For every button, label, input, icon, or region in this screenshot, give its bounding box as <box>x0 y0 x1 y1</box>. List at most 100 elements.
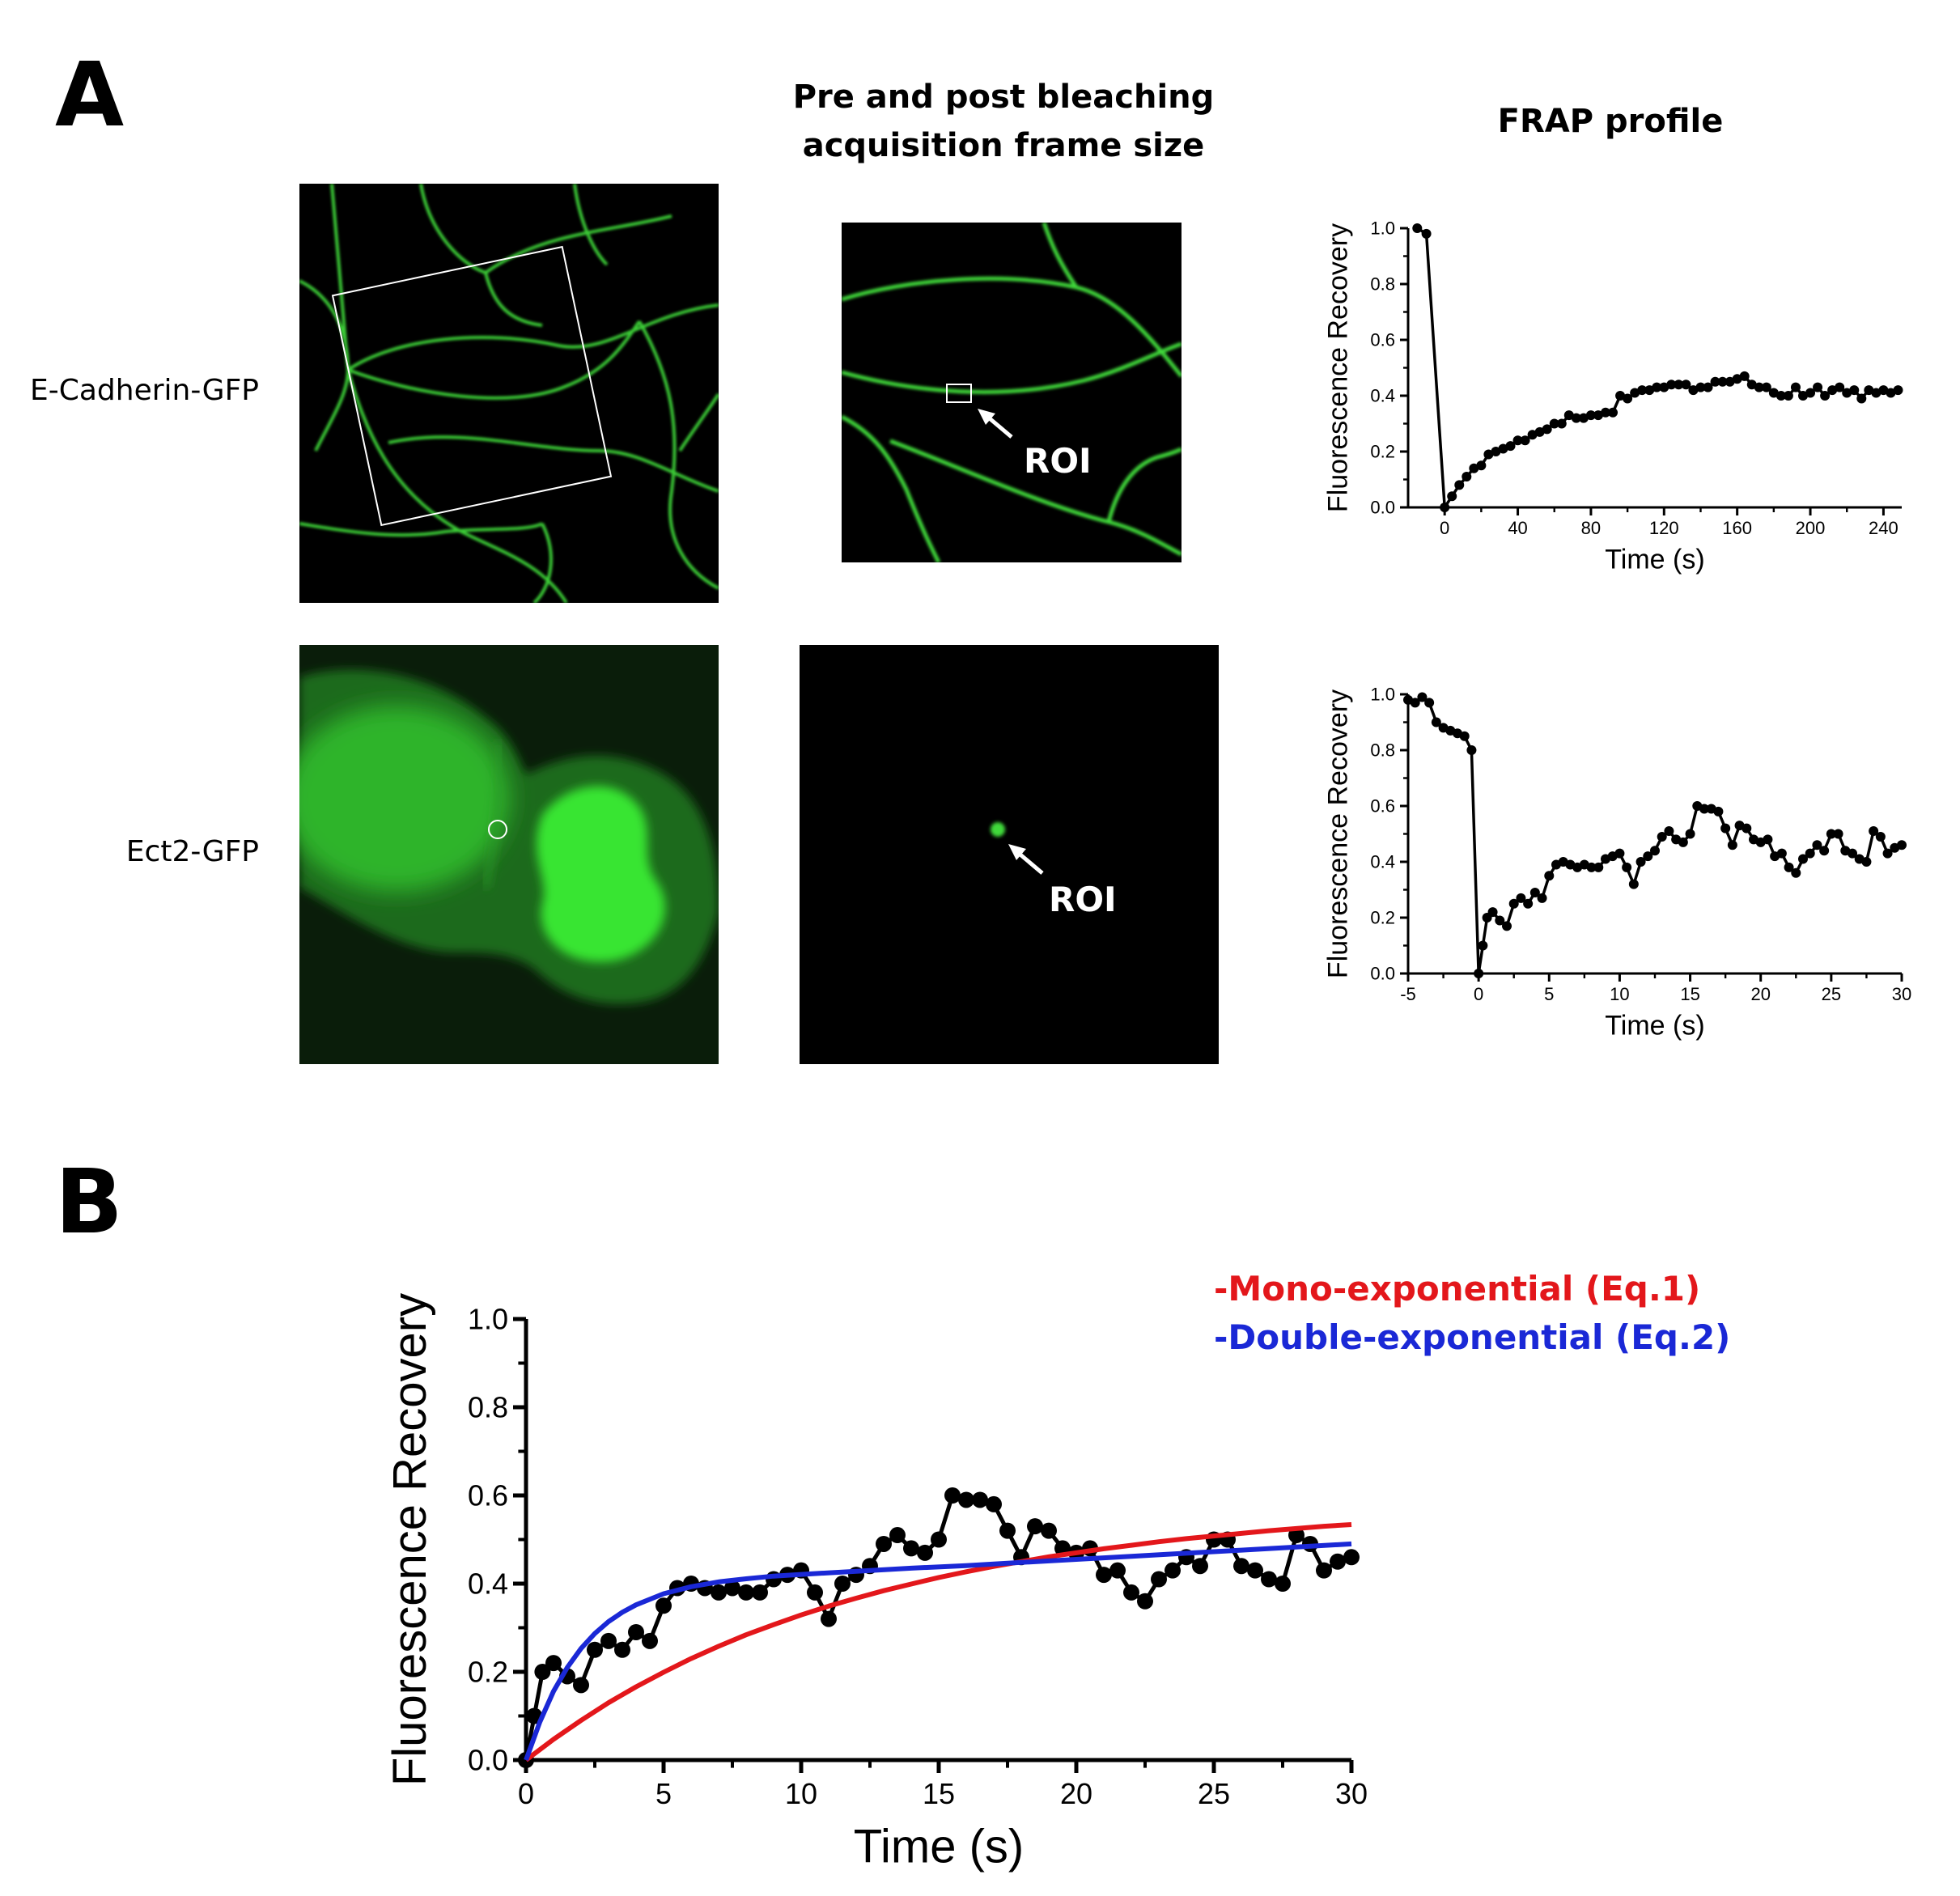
data-point <box>587 1641 603 1658</box>
data-point <box>1674 380 1684 390</box>
data-point <box>1516 893 1526 903</box>
data-point <box>1842 388 1852 398</box>
data-point <box>889 1527 906 1544</box>
data-point <box>1586 862 1597 872</box>
data-point <box>1897 840 1907 850</box>
data-point <box>1805 388 1816 398</box>
data-point <box>573 1677 589 1694</box>
y-tick-label: 1.0 <box>1370 685 1395 705</box>
data-point <box>1478 940 1488 951</box>
legend-double-exponential: -Double-exponential (Eq.2) <box>1214 1317 1731 1357</box>
data-point <box>1447 491 1457 502</box>
x-tick-label: 30 <box>1892 984 1911 1004</box>
data-point <box>1466 745 1477 755</box>
x-tick-label: 15 <box>923 1777 955 1810</box>
x-tick-label: 10 <box>785 1777 817 1810</box>
data-point <box>1813 382 1823 392</box>
data-point <box>1826 829 1836 839</box>
data-point <box>1623 393 1633 404</box>
y-tick-label: 0.2 <box>1370 442 1395 462</box>
data-point <box>1096 1567 1112 1584</box>
data-point <box>1871 388 1882 398</box>
x-tick-label: 5 <box>655 1777 672 1810</box>
roi-label-top: ROI <box>1024 441 1092 481</box>
data-point <box>1695 382 1706 392</box>
data-point <box>1659 382 1669 392</box>
data-point <box>1827 385 1838 396</box>
data-point <box>1790 382 1801 392</box>
x-tick-label: 80 <box>1581 518 1601 538</box>
data-point <box>1644 385 1655 396</box>
data-point <box>1165 1562 1181 1579</box>
frap-chart-ecadherin: 0.0 0.2 0.4 0.6 0.8 1.0 0 40 80 120 160 200 240 Time … <box>1323 218 1903 575</box>
data-point <box>1882 848 1893 859</box>
ect2-frame-image: ROI <box>800 645 1219 1064</box>
y-tick-label: 0.4 <box>1370 852 1395 872</box>
panel-a-letter: A <box>55 43 125 146</box>
data-point <box>1732 374 1742 384</box>
data-point <box>1544 871 1555 881</box>
data-point <box>1819 846 1830 856</box>
data-point <box>931 1531 947 1548</box>
panel-b-letter: B <box>55 1150 123 1253</box>
y-axis-label: Fluorescence Recovery <box>1323 689 1354 978</box>
data-point <box>1491 447 1501 456</box>
data-point <box>1869 826 1879 837</box>
data-point <box>1761 382 1771 392</box>
data-point <box>1886 388 1896 398</box>
data-point <box>1487 907 1498 918</box>
x-tick-label: 120 <box>1649 518 1679 538</box>
data-point <box>1783 391 1793 401</box>
data-point <box>1529 887 1540 897</box>
data-point <box>1650 846 1660 856</box>
data-point <box>1578 413 1589 423</box>
x-axis-label: Time (s) <box>854 1820 1024 1873</box>
data-point <box>1483 449 1494 460</box>
frame-size-title-line2: acquisition frame size <box>802 127 1205 164</box>
y-axis-label: Fluorescence Recovery <box>1323 223 1354 512</box>
data-point <box>1474 969 1484 978</box>
data-point <box>1856 393 1867 404</box>
data-point <box>1247 1562 1263 1579</box>
data-point <box>1498 443 1508 454</box>
data-point <box>1763 834 1773 845</box>
data-point <box>655 1597 672 1614</box>
data-point <box>1275 1576 1291 1592</box>
data-point <box>1720 823 1731 833</box>
data-point <box>1151 1571 1167 1588</box>
data-point <box>1192 1558 1208 1575</box>
x-tick-label: 30 <box>1335 1777 1368 1810</box>
data-point <box>1727 840 1737 850</box>
data-point <box>1508 898 1519 909</box>
data-point <box>738 1584 754 1601</box>
data-point <box>1462 472 1472 482</box>
data-point <box>1637 385 1648 396</box>
data-point <box>1585 410 1596 421</box>
x-tick-label: 0 <box>1474 984 1483 1004</box>
data-point <box>1768 388 1779 398</box>
data-point <box>1652 382 1662 392</box>
data-point <box>1791 867 1801 878</box>
data-point <box>1542 424 1552 435</box>
data-point <box>628 1623 644 1640</box>
data-point <box>1410 698 1420 708</box>
data-point <box>944 1487 961 1504</box>
data-point <box>1681 380 1691 390</box>
row-label-ecadherin: E-Cadherin-GFP <box>30 374 259 407</box>
data-point <box>1556 418 1567 429</box>
data-point <box>972 1491 988 1508</box>
x-tick-label: 25 <box>1198 1777 1230 1810</box>
data-point <box>1864 385 1874 396</box>
data-point <box>1699 804 1709 814</box>
data-point <box>903 1540 919 1557</box>
data-point <box>1784 862 1794 872</box>
data-point <box>1875 831 1886 842</box>
data-point <box>807 1584 823 1601</box>
data-point <box>1775 391 1786 401</box>
y-tick-label: 0.0 <box>1370 964 1395 984</box>
x-tick-label: 0 <box>518 1777 534 1810</box>
data-point <box>1527 430 1538 440</box>
data-point <box>1440 503 1450 512</box>
data-point <box>1725 376 1735 387</box>
data-point <box>1848 848 1857 859</box>
